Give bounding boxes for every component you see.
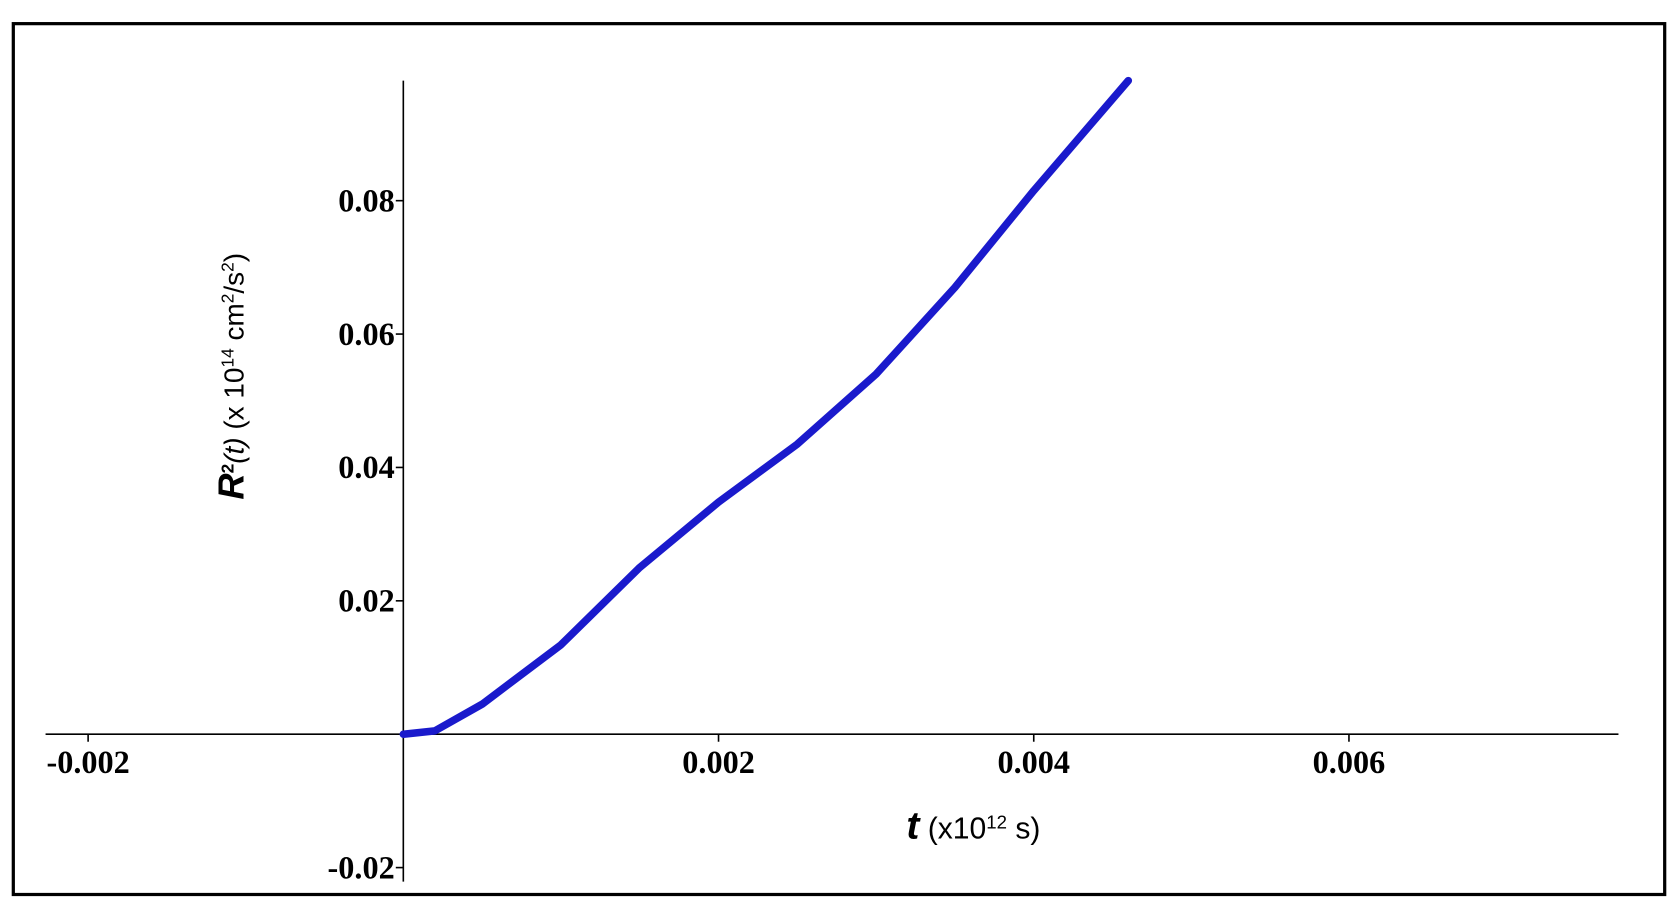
y-tick-label: -0.02	[328, 849, 395, 885]
data-line	[399, 76, 1133, 738]
x-axis-label: t (x1012 s)	[906, 805, 1040, 848]
x-tick-label: 0.002	[682, 744, 755, 780]
y-label-part: cm	[218, 303, 249, 348]
y-label-part: 2	[217, 294, 237, 304]
x-label-part: (x10	[919, 813, 986, 846]
x-tick-label: 0.006	[1313, 744, 1386, 780]
x-label-part: t	[906, 805, 921, 848]
plot-area: -0.002 0.002 0.004 0.006 -0.02 0.02 0.04 0.06 0.…	[45, 76, 1619, 885]
y-tick-label: 0.02	[338, 583, 394, 619]
y-tick-label: 0.06	[338, 316, 394, 352]
frame	[11, 22, 1667, 897]
y-label-part: /s	[218, 272, 249, 294]
y-tick-label: 0.04	[338, 449, 394, 485]
x-label-part: 12	[986, 811, 1007, 832]
y-label-part: R	[210, 473, 251, 499]
y-label-part: )	[218, 253, 249, 262]
x-label-part: s)	[1007, 813, 1040, 846]
y-label-part: (t)	[218, 437, 249, 463]
y-label-part: (x 10	[218, 368, 249, 438]
y-axis-label: R2(t) (x 1014 cm2/s2)	[210, 253, 251, 500]
y-label-part: 14	[217, 348, 237, 368]
y-tick-label: 0.08	[338, 182, 394, 218]
x-tick-label: -0.002	[46, 744, 129, 780]
x-tick-label: 0.004	[997, 744, 1070, 780]
y-label-part: 2	[217, 262, 237, 272]
y-label-part: 2	[217, 464, 237, 474]
